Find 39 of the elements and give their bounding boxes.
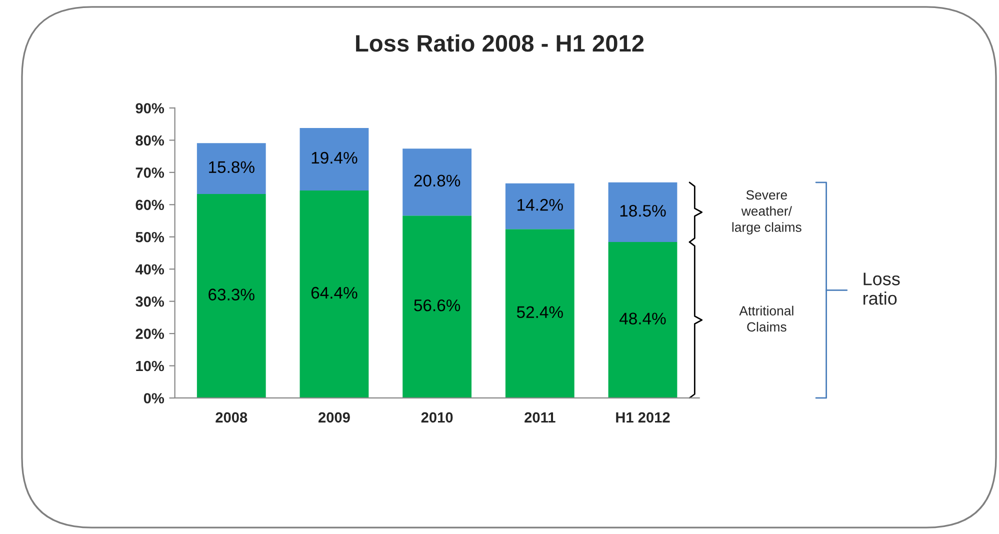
text: Attritional Claims bbox=[739, 306, 794, 332]
y-tick-label: 0% bbox=[144, 393, 164, 404]
bar bbox=[505, 229, 574, 398]
y-tick-label: 60% bbox=[136, 200, 164, 210]
bar bbox=[402, 216, 472, 398]
y-tick-label: 70% bbox=[136, 168, 164, 178]
data-label: 20.8% bbox=[414, 174, 460, 187]
x-tick-label: 2009 bbox=[318, 412, 350, 423]
bar bbox=[608, 242, 678, 398]
chart-title: Loss Ratio 2008 - H1 2012 bbox=[356, 34, 644, 52]
data-label: 48.4% bbox=[619, 312, 666, 324]
y-tick-label: 10% bbox=[136, 360, 164, 372]
text: Loss ratio bbox=[864, 272, 900, 305]
data-label: 52.4% bbox=[516, 306, 563, 318]
bar bbox=[300, 128, 369, 190]
bar bbox=[196, 194, 266, 398]
bar bbox=[608, 182, 678, 242]
x-tick-label: 2008 bbox=[216, 412, 248, 423]
bar bbox=[300, 190, 369, 398]
data-label: 64.4% bbox=[311, 286, 358, 299]
data-label: 14.2% bbox=[518, 198, 563, 211]
data-label: 15.8% bbox=[209, 161, 254, 174]
bar bbox=[505, 183, 574, 230]
data-label: 19.4% bbox=[312, 152, 358, 164]
x-tick-label: 2011 bbox=[524, 412, 556, 423]
data-label: 63.3% bbox=[208, 288, 254, 300]
bar bbox=[196, 143, 266, 194]
data-label: 18.5% bbox=[620, 204, 666, 217]
text: Severe weather/ large claims bbox=[732, 190, 802, 234]
y-tick-label: 20% bbox=[136, 328, 164, 339]
y-tick-label: 50% bbox=[136, 232, 164, 242]
data-label: 56.6% bbox=[414, 299, 460, 312]
y-tick-label: 30% bbox=[136, 296, 164, 307]
y-tick-label: 80% bbox=[136, 135, 164, 146]
x-tick-label: H1 2012 bbox=[616, 412, 670, 423]
x-tick-label: 2010 bbox=[421, 412, 453, 423]
y-tick-label: 90% bbox=[136, 103, 164, 114]
y-tick-label: 40% bbox=[135, 264, 164, 275]
bar bbox=[402, 148, 472, 216]
